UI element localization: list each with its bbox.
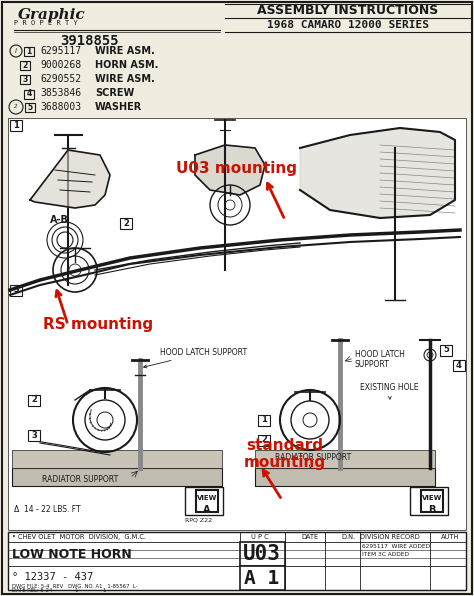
Text: D.N.: D.N. (341, 534, 355, 540)
Text: DIVISION RECORD: DIVISION RECORD (360, 534, 420, 540)
Text: Graphic: Graphic (18, 8, 86, 22)
Text: RADIATOR SUPPORT: RADIATOR SUPPORT (42, 476, 118, 485)
Text: RS mounting: RS mounting (43, 317, 153, 333)
Text: A 1: A 1 (245, 569, 280, 588)
Text: standard
mounting: standard mounting (243, 438, 326, 470)
Text: WIRE ASM.: WIRE ASM. (95, 46, 155, 56)
Text: U03 mounting: U03 mounting (176, 160, 298, 176)
Text: U03: U03 (243, 544, 281, 564)
Text: 1: 1 (27, 46, 32, 55)
Bar (8, 118, 466, 530)
Text: 6290552: 6290552 (40, 74, 81, 84)
Bar (28, 430, 40, 441)
Text: 2: 2 (123, 219, 129, 228)
Text: 4: 4 (456, 361, 462, 370)
Text: 1: 1 (13, 120, 19, 129)
Text: 9000268: 9000268 (40, 60, 81, 70)
Bar (12, 450, 222, 468)
Text: HORN ASM.: HORN ASM. (95, 60, 158, 70)
Text: ITEM 3C ADDED: ITEM 3C ADDED (362, 551, 409, 557)
Bar (24, 47, 34, 56)
Text: ° 12337 - 437: ° 12337 - 437 (12, 572, 93, 582)
Text: 3: 3 (13, 285, 19, 294)
Text: VIEW: VIEW (197, 495, 217, 501)
Text: 4: 4 (27, 89, 32, 98)
Bar (421, 490, 443, 512)
Text: A-B: A-B (50, 215, 69, 225)
Text: 2: 2 (14, 104, 18, 110)
Text: DATE: DATE (301, 534, 319, 540)
Bar (10, 120, 22, 131)
Bar (258, 435, 270, 446)
Bar (20, 61, 30, 70)
Text: B: B (428, 505, 436, 515)
Text: 5: 5 (443, 346, 449, 355)
Bar (240, 542, 285, 566)
Bar (255, 468, 435, 486)
Text: AUTH: AUTH (441, 534, 459, 540)
Text: 1968 CAMARO 12000 SERIES: 1968 CAMARO 12000 SERIES (267, 20, 429, 30)
Text: U P C: U P C (251, 534, 269, 540)
Text: RADIATOR SUPPORT: RADIATOR SUPPORT (275, 453, 351, 468)
Text: Δ  14 - 22 LBS. FT: Δ 14 - 22 LBS. FT (14, 505, 81, 514)
Bar (24, 90, 34, 99)
Text: EXISTING HOLE: EXISTING HOLE (360, 383, 419, 399)
Bar (20, 75, 30, 84)
Bar (240, 566, 285, 590)
Bar (12, 468, 222, 486)
Polygon shape (300, 128, 455, 218)
Text: A: A (203, 505, 211, 515)
Bar (28, 395, 40, 406)
Bar (25, 103, 35, 112)
Bar (440, 345, 452, 356)
Text: HOOD LATCH
SUPPORT: HOOD LATCH SUPPORT (355, 350, 405, 370)
Text: WASHER: WASHER (95, 102, 142, 112)
Text: 3: 3 (22, 74, 27, 83)
Text: P R O P E R T Y: P R O P E R T Y (14, 20, 78, 26)
Polygon shape (30, 150, 110, 208)
Bar (8, 532, 466, 590)
Bar (453, 360, 465, 371)
Text: 2: 2 (31, 396, 37, 405)
Bar (10, 285, 22, 296)
Bar (255, 450, 435, 468)
Polygon shape (195, 145, 265, 195)
Text: SCREW: SCREW (95, 88, 134, 98)
Text: HOOD LATCH SUPPORT: HOOD LATCH SUPPORT (144, 348, 247, 368)
Text: 6295117: 6295117 (40, 46, 81, 56)
Text: RPQ Z22: RPQ Z22 (185, 517, 212, 523)
Text: LOW NOTE HORN: LOW NOTE HORN (12, 548, 132, 560)
Bar (196, 490, 218, 512)
Text: 3688003: 3688003 (40, 102, 81, 112)
Text: DATE REL: 5-24              1-              1-: DATE REL: 5-24 1- 1- (12, 588, 109, 592)
Text: DWG FILE: 5-4  REV   DWG. NO. A1   1-85567  L-: DWG FILE: 5-4 REV DWG. NO. A1 1-85567 L- (12, 583, 137, 588)
Text: i: i (15, 48, 17, 54)
Text: 3853846: 3853846 (40, 88, 81, 98)
Bar (185, 487, 223, 515)
Bar (258, 415, 270, 426)
Bar (120, 218, 132, 229)
Text: • CHEV OLET  MOTOR  DIVISION,  G.M.C.: • CHEV OLET MOTOR DIVISION, G.M.C. (12, 534, 146, 540)
Text: 3918855: 3918855 (61, 34, 119, 48)
Text: VIEW: VIEW (422, 495, 442, 501)
Bar (410, 487, 448, 515)
Text: 1: 1 (261, 415, 267, 424)
Text: 5: 5 (27, 103, 33, 111)
Text: 2: 2 (22, 61, 27, 70)
Text: WIRE ASM.: WIRE ASM. (95, 74, 155, 84)
Text: 3: 3 (31, 430, 37, 439)
Text: ASSEMBLY INSTRUCTIONS: ASSEMBLY INSTRUCTIONS (257, 4, 438, 17)
Text: 6295117  WIRE ADDED: 6295117 WIRE ADDED (362, 544, 430, 548)
Text: 2: 2 (261, 436, 267, 445)
